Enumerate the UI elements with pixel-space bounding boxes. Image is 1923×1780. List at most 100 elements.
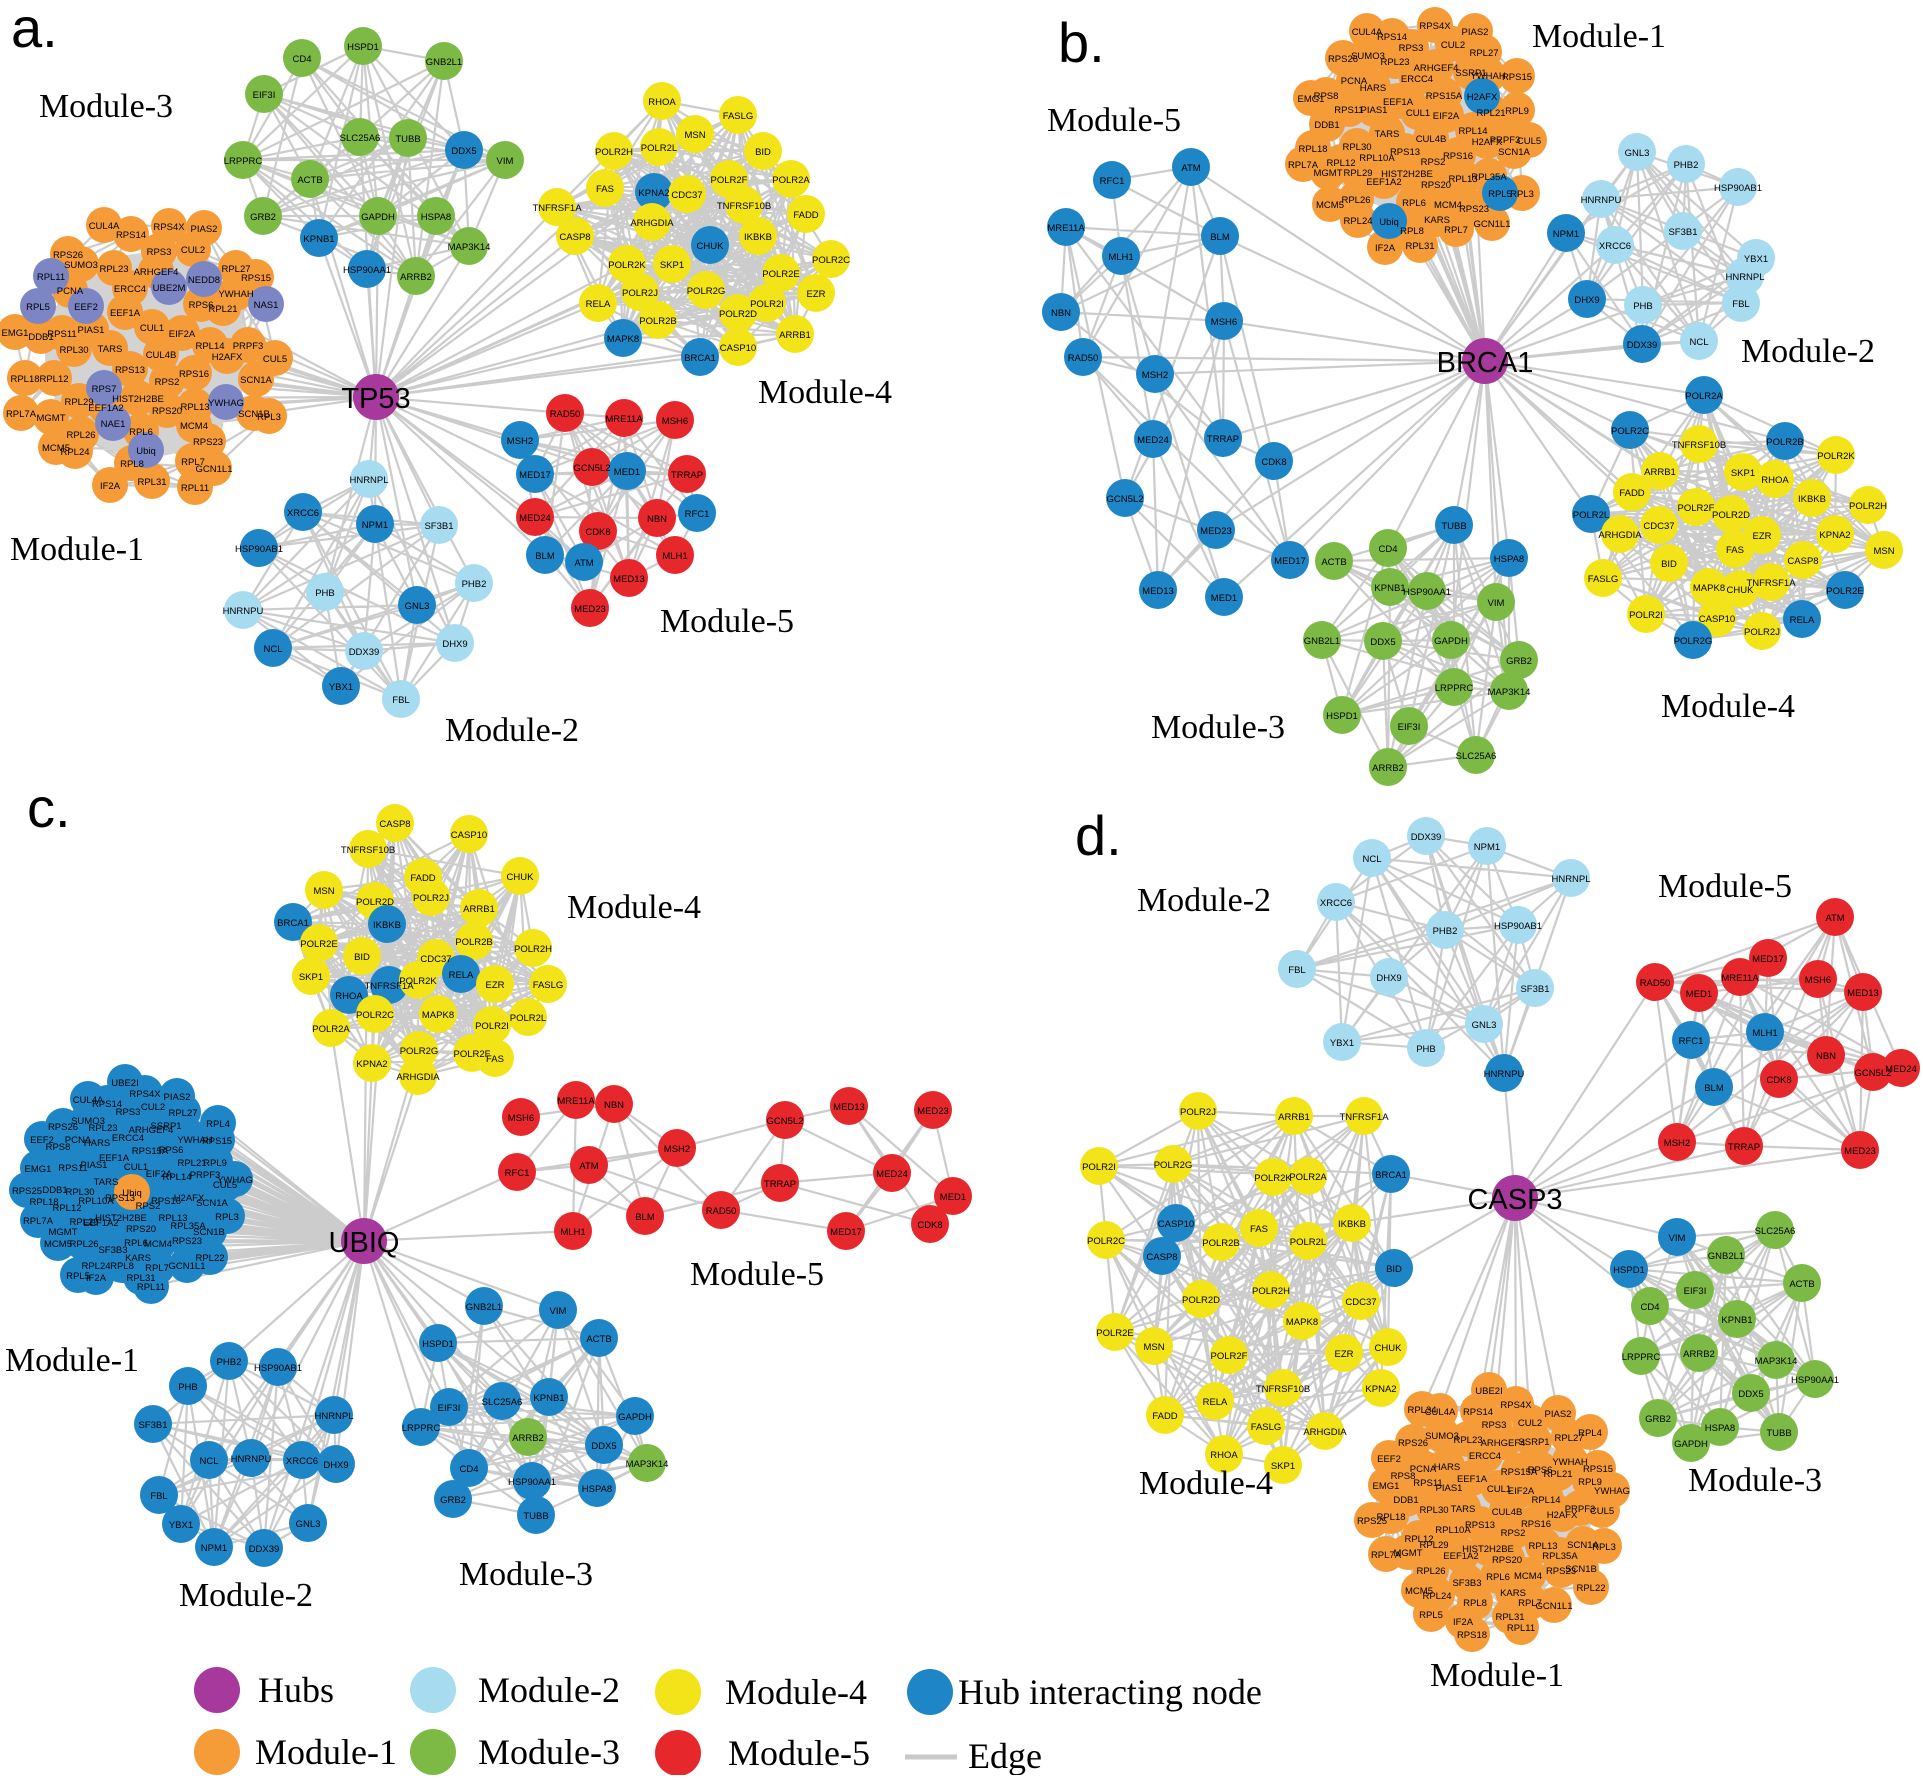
svg-text:POLR2A: POLR2A [1289, 1172, 1327, 1183]
svg-text:MED17: MED17 [1274, 556, 1306, 567]
svg-text:Module-3: Module-3 [459, 1556, 593, 1593]
svg-text:RPS4X: RPS4X [153, 222, 185, 233]
svg-text:RELA: RELA [449, 970, 474, 981]
svg-text:RPS8: RPS8 [1391, 1471, 1416, 1482]
svg-text:NPM1: NPM1 [1553, 229, 1579, 240]
svg-text:BRCA1: BRCA1 [1375, 1170, 1407, 1181]
svg-text:b.: b. [1058, 11, 1105, 74]
svg-text:POLR2K: POLR2K [1254, 1173, 1292, 1184]
svg-text:Module-4: Module-4 [725, 1672, 867, 1712]
svg-text:CASP10: CASP10 [451, 830, 487, 841]
svg-text:CASP10: CASP10 [720, 343, 756, 354]
svg-text:RPS11: RPS11 [47, 329, 76, 340]
svg-text:Module-2: Module-2 [478, 1670, 620, 1710]
svg-text:MED13: MED13 [1142, 586, 1174, 597]
svg-text:ARRB1: ARRB1 [1644, 467, 1676, 478]
svg-text:MAP3K14: MAP3K14 [1755, 1356, 1798, 1367]
svg-text:HIST2H2BE: HIST2H2BE [1381, 169, 1433, 180]
svg-text:ACTB: ACTB [1789, 1279, 1814, 1290]
svg-text:RPL7A: RPL7A [1371, 1550, 1402, 1561]
svg-text:RPL27: RPL27 [1554, 1433, 1583, 1444]
svg-text:GCN5L2: GCN5L2 [1855, 1068, 1892, 1079]
svg-text:RPL26: RPL26 [69, 1239, 98, 1250]
svg-text:Module-4: Module-4 [758, 374, 892, 411]
svg-text:RPL12: RPL12 [52, 1203, 81, 1214]
svg-text:TARS: TARS [1451, 1504, 1476, 1515]
svg-text:RPS3: RPS3 [1482, 1420, 1507, 1431]
svg-text:KPNB1: KPNB1 [1721, 1315, 1752, 1326]
svg-text:GRB2: GRB2 [250, 212, 276, 223]
svg-text:KPNA2: KPNA2 [1365, 1384, 1396, 1395]
svg-text:YWHAH: YWHAH [1470, 71, 1506, 82]
svg-text:RPL10A: RPL10A [1359, 153, 1395, 164]
svg-text:SCN1A: SCN1A [1498, 147, 1530, 158]
svg-text:DHX9: DHX9 [442, 639, 467, 650]
svg-text:SKP1: SKP1 [1731, 468, 1755, 479]
svg-text:EIF2A: EIF2A [1508, 1486, 1535, 1497]
svg-text:RPL4: RPL4 [206, 1119, 230, 1130]
svg-text:RPS23: RPS23 [1546, 1566, 1576, 1577]
svg-text:UBIQ: UBIQ [329, 1227, 400, 1259]
svg-text:ARRB2: ARRB2 [1683, 1349, 1715, 1360]
svg-text:MED17: MED17 [1752, 954, 1784, 965]
svg-text:EMG1: EMG1 [2, 328, 29, 339]
svg-text:H2AFX: H2AFX [212, 352, 243, 363]
svg-text:PHB2: PHB2 [462, 579, 487, 590]
svg-text:CUL2: CUL2 [1518, 1418, 1542, 1429]
svg-text:RPS2: RPS2 [1501, 1528, 1526, 1539]
svg-text:EZR: EZR [1753, 531, 1772, 542]
svg-text:EMG1: EMG1 [1298, 94, 1325, 105]
svg-text:DDB1: DDB1 [42, 1185, 67, 1196]
svg-text:POLR2D: POLR2D [356, 897, 394, 908]
svg-text:IKBKB: IKBKB [1338, 1219, 1366, 1230]
svg-text:HNRNPU: HNRNPU [1484, 1069, 1525, 1080]
svg-text:MCM4: MCM4 [1434, 200, 1462, 211]
svg-text:CUL5: CUL5 [263, 354, 287, 365]
svg-text:GRB2: GRB2 [1645, 1414, 1671, 1425]
svg-text:d.: d. [1075, 804, 1122, 867]
svg-text:KPNB1: KPNB1 [533, 1393, 564, 1404]
svg-text:MRE11A: MRE11A [1721, 973, 1759, 984]
svg-text:TARS: TARS [1375, 129, 1400, 140]
svg-text:RPL21: RPL21 [1476, 108, 1505, 119]
svg-text:RPL9: RPL9 [203, 1158, 227, 1169]
svg-text:RPL26: RPL26 [66, 430, 95, 441]
svg-text:SF3B1: SF3B1 [1668, 227, 1697, 238]
svg-text:EIF2A: EIF2A [169, 329, 196, 340]
svg-text:MGMT: MGMT [48, 1227, 77, 1238]
svg-text:ARRB2: ARRB2 [400, 272, 432, 283]
svg-text:TNFRSF1A: TNFRSF1A [364, 981, 414, 992]
svg-text:CASP3: CASP3 [1467, 1184, 1562, 1216]
svg-text:H2AFX: H2AFX [1467, 92, 1498, 103]
svg-text:ARHGEF4: ARHGEF4 [129, 1125, 174, 1136]
svg-text:H2AFX: H2AFX [174, 1193, 205, 1204]
svg-text:POLR2K: POLR2K [608, 260, 646, 271]
svg-text:ERCC4: ERCC4 [114, 284, 146, 295]
svg-text:NBN: NBN [1051, 308, 1071, 319]
svg-text:FADD: FADD [793, 210, 818, 221]
svg-text:HIST2H2BE: HIST2H2BE [1462, 1544, 1514, 1555]
svg-text:MED17: MED17 [830, 1227, 862, 1238]
svg-text:RELA: RELA [1203, 1397, 1228, 1408]
svg-text:HSPA8: HSPA8 [582, 1484, 612, 1495]
svg-text:POLR2C: POLR2C [356, 1010, 394, 1021]
svg-text:HIST2H2BE: HIST2H2BE [112, 394, 164, 405]
svg-text:CUL2: CUL2 [1441, 40, 1465, 51]
svg-text:MRE11A: MRE11A [1047, 223, 1085, 234]
svg-text:MED13: MED13 [833, 1102, 865, 1113]
svg-text:RPL24: RPL24 [81, 1261, 110, 1272]
svg-text:EEF1A: EEF1A [110, 308, 141, 319]
svg-text:YBX1: YBX1 [329, 682, 353, 693]
svg-text:CDK8: CDK8 [917, 1220, 942, 1231]
svg-text:RPS11: RPS11 [1334, 105, 1363, 116]
svg-text:YBX1: YBX1 [169, 1520, 193, 1531]
svg-text:EZR: EZR [486, 980, 505, 991]
svg-text:FADD: FADD [1152, 1411, 1177, 1422]
svg-text:MRE11A: MRE11A [605, 414, 643, 425]
svg-text:GNL3: GNL3 [296, 1519, 321, 1530]
svg-text:FASLG: FASLG [533, 980, 564, 991]
svg-text:Module-1: Module-1 [1532, 18, 1666, 55]
svg-text:MCM5: MCM5 [1316, 200, 1344, 211]
svg-text:DDX39: DDX39 [1627, 340, 1658, 351]
svg-text:SUMO3: SUMO3 [1425, 1431, 1459, 1442]
